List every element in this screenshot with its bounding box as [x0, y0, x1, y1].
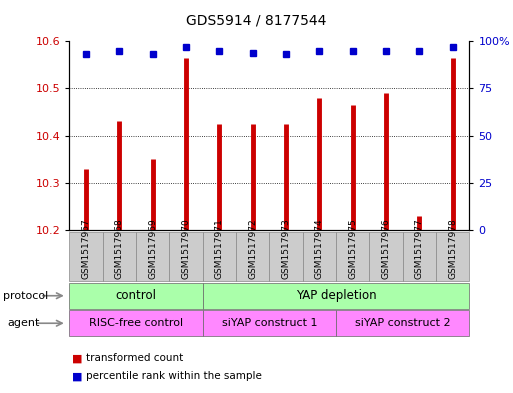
- Bar: [269, 232, 303, 281]
- Text: GSM1517975: GSM1517975: [348, 218, 357, 279]
- Bar: [203, 283, 469, 309]
- Bar: [303, 232, 336, 281]
- Text: ■: ■: [72, 371, 82, 382]
- Bar: [236, 232, 269, 281]
- Text: GDS5914 / 8177544: GDS5914 / 8177544: [186, 14, 327, 28]
- Bar: [103, 232, 136, 281]
- Text: GSM1517968: GSM1517968: [115, 218, 124, 279]
- Text: percentile rank within the sample: percentile rank within the sample: [86, 371, 262, 382]
- Bar: [69, 310, 203, 336]
- Bar: [136, 232, 169, 281]
- Bar: [336, 310, 469, 336]
- Text: GSM1517972: GSM1517972: [248, 219, 257, 279]
- Bar: [169, 232, 203, 281]
- Text: siYAP construct 1: siYAP construct 1: [222, 318, 317, 328]
- Bar: [203, 232, 236, 281]
- Bar: [69, 232, 103, 281]
- Text: GSM1517971: GSM1517971: [215, 218, 224, 279]
- Text: siYAP construct 2: siYAP construct 2: [355, 318, 450, 328]
- Text: GSM1517970: GSM1517970: [182, 218, 190, 279]
- Bar: [403, 232, 436, 281]
- Text: GSM1517977: GSM1517977: [415, 218, 424, 279]
- Bar: [336, 232, 369, 281]
- Bar: [203, 310, 336, 336]
- Text: RISC-free control: RISC-free control: [89, 318, 183, 328]
- Text: YAP depletion: YAP depletion: [295, 289, 377, 302]
- Text: GSM1517978: GSM1517978: [448, 218, 457, 279]
- Bar: [436, 232, 469, 281]
- Text: GSM1517974: GSM1517974: [315, 219, 324, 279]
- Text: GSM1517969: GSM1517969: [148, 218, 157, 279]
- Text: GSM1517976: GSM1517976: [382, 218, 390, 279]
- Text: GSM1517973: GSM1517973: [282, 218, 290, 279]
- Bar: [69, 283, 203, 309]
- Text: protocol: protocol: [3, 291, 48, 301]
- Text: control: control: [115, 289, 156, 302]
- Text: transformed count: transformed count: [86, 353, 183, 364]
- Text: ■: ■: [72, 353, 82, 364]
- Text: GSM1517967: GSM1517967: [82, 218, 90, 279]
- Bar: [369, 232, 403, 281]
- Text: agent: agent: [8, 318, 40, 328]
